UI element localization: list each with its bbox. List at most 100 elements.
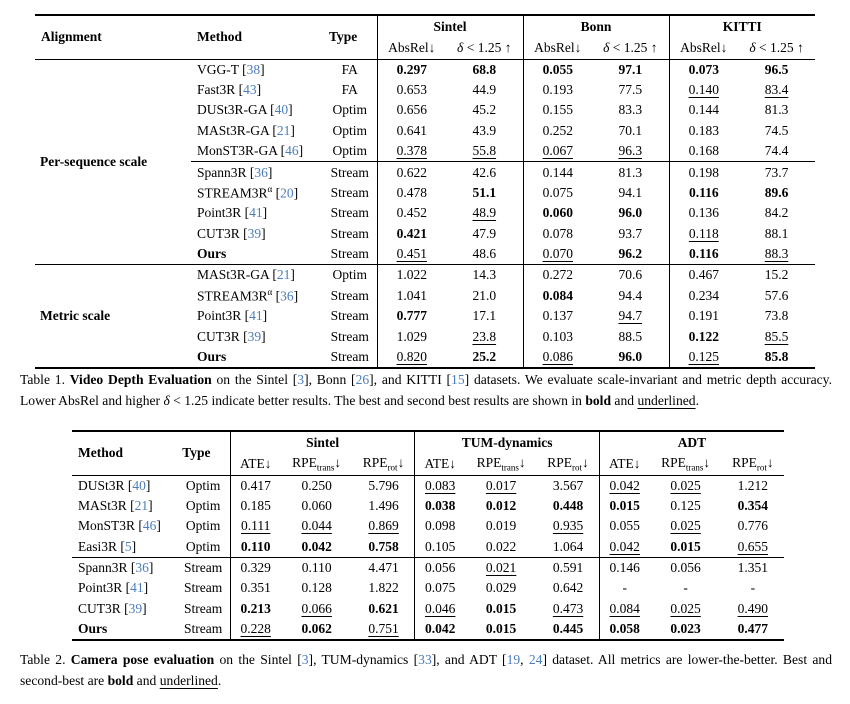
citation-link[interactable]: 19 [506,652,521,667]
value-cell: 0.250 [301,477,332,493]
value-cell: 0.656 [376,100,446,121]
caption-text: < 1.25 indicate better results. The best… [169,393,586,408]
method-cell: Point3R [41] [197,205,268,221]
citation-link[interactable]: 21 [134,497,149,513]
value-cell: 0.070 [522,244,593,265]
citation-link[interactable]: 15 [451,372,465,387]
value-cell: 97.1 [618,61,643,77]
citation-link[interactable]: 41 [130,580,144,596]
method-cell: MASt3R-GA [21] [197,123,295,139]
citation-link[interactable]: 39 [247,329,262,345]
value-cell: 0.467 [668,264,739,286]
value-cell: 0.193 [522,79,593,101]
type-cell: Stream [330,205,369,221]
method-cell: STREAM3Rα [20] [197,184,299,201]
citation-link[interactable]: 5 [124,538,132,554]
citation-link[interactable]: 3 [297,372,305,387]
value-cell: 96.5 [764,61,789,77]
metric-header: RPEtrans↓ [280,454,353,476]
value-cell: 0.084 [522,285,593,307]
value-cell: 0.103 [522,326,593,348]
value-cell: 0.015 [485,600,517,616]
dataset-group-header: TUM-dynamics [414,431,600,454]
method-cell: MASt3R [21] [78,497,153,513]
citation-link[interactable]: 40 [274,102,289,118]
metric-header: δ < 1.25 ↑ [738,38,816,60]
value-cell: 0.642 [552,580,584,596]
value-cell: 88.1 [764,226,789,242]
table-row: Easi3R [5] Optim 0.110 0.042 0.758 0.105 0.022… [72,536,784,558]
method-cell: VGG-T [38] [197,61,265,77]
value-cell: 0.935 [552,518,584,534]
metric-header: ATE↓ [598,454,650,476]
citation-link[interactable]: 39 [247,226,262,242]
value-cell: 47.9 [472,226,497,242]
alignment-group-label: Metric scale [35,264,191,368]
method-cell: Fast3R [43] [197,81,262,97]
citation-link[interactable]: 41 [249,308,263,324]
citation-link[interactable]: 43 [243,81,257,97]
table-row: Fast3R [43] FA 0.653 44.9 0.193 77.5 0.140 83.4 [35,79,815,101]
value-cell: 94.7 [618,308,643,324]
method-cell: DUSt3R [40] [78,477,151,493]
citation-link[interactable]: 26 [355,372,370,387]
citation-link[interactable]: 36 [254,164,268,180]
method-cell: CUT3R [39] [78,600,147,616]
caption-text: ], and KITTI [ [369,372,452,387]
value-cell: 0.297 [376,59,446,80]
value-cell: 0.055 [522,59,593,80]
value-cell: 1.822 [368,580,399,596]
value-cell: - [750,580,756,596]
citation-link[interactable]: 3 [301,652,309,667]
value-cell: 0.758 [368,538,399,554]
value-cell: 0.168 [668,141,739,162]
value-cell: 85.5 [764,329,789,345]
value-cell: 1.496 [368,497,399,513]
method-cell: MonST3R-GA [46] [197,143,304,159]
value-cell: 0.140 [668,79,739,101]
value-cell: 0.023 [670,620,701,636]
type-cell: Stream [183,620,223,636]
citation-link[interactable]: 38 [246,61,261,77]
citation-link[interactable]: 41 [249,205,263,221]
type-cell: Stream [330,287,369,303]
citation-link[interactable]: 24 [528,652,543,667]
value-cell: 0.056 [649,556,722,578]
value-cell: 43.9 [472,123,497,139]
value-cell: 0.144 [522,161,593,183]
value-cell: 0.060 [301,497,332,513]
value-cell: 17.1 [472,308,497,324]
value-cell: 1.022 [376,264,446,286]
metric-header: RPEtrans↓ [649,454,722,476]
value-cell: 0.185 [229,495,281,517]
citation-link[interactable]: 33 [418,652,432,667]
citation-link[interactable]: 20 [280,185,294,201]
type-cell: Stream [183,600,223,616]
method-cell: MonST3R [46] [78,518,161,534]
citation-link[interactable]: 46 [142,518,157,534]
value-cell: - [598,577,650,599]
metric-header: AbsRel↓ [376,38,446,60]
value-cell: 0.155 [522,100,593,121]
citation-link[interactable]: 21 [276,123,291,139]
citation-link[interactable]: 40 [132,477,146,493]
citation-link[interactable]: 36 [135,559,149,575]
method-cell: Spann3R [36] [191,161,323,183]
citation-link[interactable]: 39 [128,600,143,616]
method-cell: Ours [197,349,227,365]
caption-text: underlined [159,673,218,688]
table2-body: DUSt3R [40] Optim 0.417 0.250 5.796 0.083 0.01… [72,475,784,640]
value-cell: 0.641 [376,120,446,142]
value-cell: 0.056 [414,556,466,578]
value-cell: 0.351 [229,577,281,599]
metric-header: RPEtrans↓ [465,454,538,476]
type-cell: Stream [330,184,369,200]
citation-link[interactable]: 36 [280,288,294,304]
value-cell: 0.125 [670,497,701,513]
value-cell: 0.490 [737,600,769,616]
citation-link[interactable]: 21 [276,267,291,283]
value-cell: 0.073 [668,59,739,80]
caption-text: Table 1. [20,372,70,387]
citation-link[interactable]: 46 [285,143,299,159]
value-cell: 1.212 [737,477,769,493]
